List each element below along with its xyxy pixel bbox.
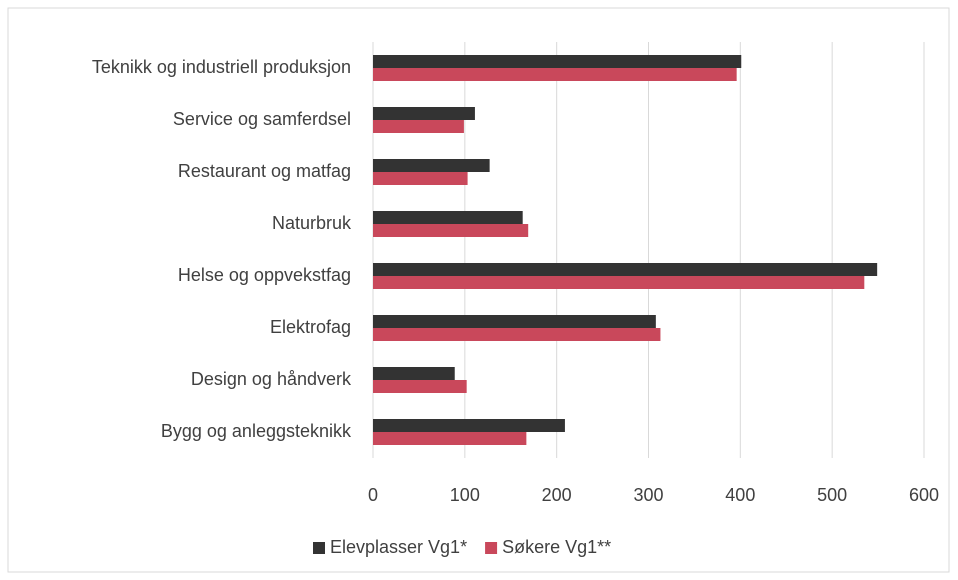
x-tick-label: 600	[909, 485, 939, 505]
bar	[373, 68, 737, 81]
legend-swatch	[313, 542, 325, 554]
y-tick-label: Elektrofag	[270, 317, 351, 337]
bar	[373, 419, 565, 432]
bar	[373, 380, 467, 393]
bar	[373, 276, 865, 289]
y-tick-label: Service og samferdsel	[173, 109, 351, 129]
legend-label: Elevplasser Vg1*	[330, 537, 467, 557]
bar	[373, 120, 464, 133]
bar	[373, 367, 455, 380]
x-tick-label: 500	[817, 485, 847, 505]
legend-label: Søkere Vg1**	[502, 537, 611, 557]
x-tick-label: 200	[542, 485, 572, 505]
x-tick-label: 100	[450, 485, 480, 505]
x-tick-label: 400	[725, 485, 755, 505]
y-tick-label: Naturbruk	[272, 213, 352, 233]
y-tick-label: Teknikk og industriell produksjon	[92, 57, 351, 77]
bar	[373, 315, 656, 328]
bar	[373, 159, 490, 172]
bar	[373, 172, 468, 185]
y-tick-label: Design og håndverk	[191, 369, 352, 389]
x-tick-label: 300	[633, 485, 663, 505]
x-tick-label: 0	[368, 485, 378, 505]
y-tick-label: Restaurant og matfag	[178, 161, 351, 181]
bar	[373, 263, 878, 276]
chart-frame	[7, 7, 950, 573]
bar	[373, 432, 527, 445]
legend-swatch	[485, 542, 498, 554]
y-tick-label: Bygg og anleggsteknikk	[161, 421, 352, 441]
bar	[373, 211, 523, 224]
bar	[373, 224, 529, 237]
y-tick-label: Helse og oppvekstfag	[178, 265, 351, 285]
bar	[373, 107, 475, 120]
bar	[373, 328, 661, 341]
bar	[373, 55, 742, 68]
